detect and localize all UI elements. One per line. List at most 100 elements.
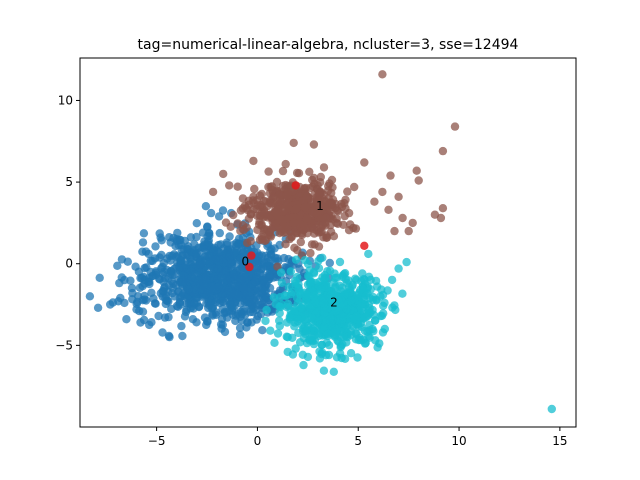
data-point bbox=[285, 313, 294, 322]
data-point bbox=[156, 233, 165, 242]
data-point bbox=[309, 224, 318, 234]
data-point bbox=[224, 286, 233, 295]
data-point bbox=[547, 404, 556, 414]
data-point bbox=[258, 326, 267, 335]
data-point bbox=[223, 313, 232, 322]
data-point bbox=[338, 312, 347, 321]
data-point bbox=[378, 70, 387, 79]
data-point bbox=[300, 256, 310, 265]
data-point bbox=[308, 313, 317, 323]
data-point bbox=[344, 282, 354, 292]
data-point bbox=[178, 278, 187, 287]
data-point bbox=[294, 169, 304, 178]
data-point bbox=[344, 208, 354, 218]
data-point bbox=[356, 285, 365, 294]
data-point bbox=[269, 293, 279, 302]
data-point bbox=[380, 324, 389, 334]
data-point bbox=[132, 305, 141, 314]
data-point bbox=[236, 206, 246, 215]
data-point bbox=[254, 257, 264, 266]
data-point bbox=[335, 257, 345, 267]
data-point bbox=[262, 292, 271, 301]
data-point bbox=[235, 323, 245, 332]
data-point bbox=[299, 360, 308, 370]
data-point bbox=[233, 280, 242, 290]
data-point bbox=[211, 297, 221, 307]
data-point bbox=[155, 274, 164, 283]
data-point bbox=[329, 367, 338, 376]
data-point bbox=[305, 334, 314, 344]
data-point bbox=[275, 321, 284, 331]
data-point bbox=[113, 261, 122, 270]
data-point bbox=[204, 251, 213, 261]
data-point bbox=[319, 163, 329, 172]
data-point bbox=[266, 199, 276, 208]
data-point bbox=[296, 303, 306, 313]
data-point bbox=[390, 226, 399, 236]
data-point bbox=[306, 248, 315, 258]
data-point bbox=[180, 312, 190, 321]
data-point bbox=[260, 236, 270, 246]
data-point bbox=[332, 325, 341, 335]
data-point bbox=[128, 288, 137, 298]
data-point bbox=[191, 285, 200, 294]
data-point bbox=[262, 305, 271, 315]
data-point bbox=[346, 296, 356, 305]
data-point bbox=[342, 322, 351, 331]
data-point bbox=[326, 290, 336, 300]
data-point bbox=[261, 316, 270, 326]
cluster-label: 0 bbox=[241, 255, 249, 269]
data-point bbox=[314, 331, 323, 341]
data-point bbox=[178, 331, 187, 341]
data-point bbox=[244, 298, 254, 307]
data-point bbox=[259, 196, 268, 206]
data-point bbox=[299, 196, 308, 205]
data-point bbox=[144, 249, 153, 259]
data-point bbox=[146, 256, 155, 266]
data-point bbox=[268, 185, 277, 195]
data-point bbox=[122, 315, 131, 324]
data-point bbox=[346, 349, 356, 358]
data-point bbox=[319, 299, 328, 308]
data-point bbox=[332, 306, 341, 316]
data-point bbox=[379, 309, 388, 318]
data-point bbox=[339, 332, 348, 342]
data-point bbox=[289, 218, 299, 228]
data-point bbox=[243, 318, 252, 327]
data-point bbox=[194, 302, 204, 312]
data-point bbox=[276, 268, 286, 277]
centroid-point bbox=[360, 241, 369, 250]
data-point bbox=[347, 330, 356, 339]
data-point bbox=[376, 292, 385, 301]
data-point bbox=[159, 267, 169, 276]
data-point bbox=[260, 209, 269, 219]
data-point bbox=[384, 205, 393, 214]
data-point bbox=[276, 190, 285, 199]
data-point bbox=[158, 328, 167, 337]
data-point bbox=[282, 191, 291, 200]
data-point bbox=[286, 267, 295, 276]
data-point bbox=[291, 255, 301, 264]
data-point bbox=[207, 304, 216, 313]
data-point bbox=[343, 187, 352, 196]
data-point bbox=[194, 276, 204, 285]
data-point bbox=[352, 315, 362, 324]
data-point bbox=[145, 320, 154, 330]
data-point bbox=[188, 315, 198, 324]
data-point bbox=[278, 166, 288, 176]
data-point bbox=[233, 182, 242, 191]
data-point bbox=[226, 222, 235, 231]
data-point bbox=[229, 210, 238, 220]
data-point bbox=[277, 278, 286, 287]
data-point bbox=[307, 277, 316, 286]
data-point bbox=[235, 330, 245, 339]
data-point bbox=[291, 344, 300, 353]
data-point bbox=[192, 219, 201, 228]
data-point bbox=[202, 320, 211, 330]
data-point bbox=[380, 298, 389, 308]
data-point bbox=[404, 226, 413, 236]
data-point bbox=[250, 184, 259, 194]
data-point bbox=[221, 266, 230, 275]
data-point bbox=[209, 272, 218, 282]
